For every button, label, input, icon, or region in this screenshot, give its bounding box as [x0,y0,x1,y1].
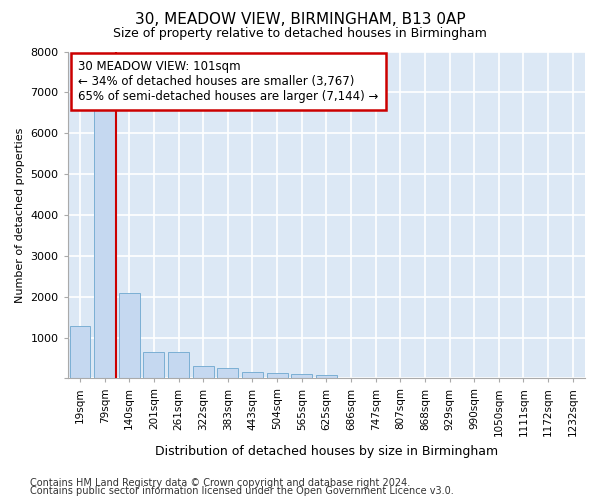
Text: 30 MEADOW VIEW: 101sqm
← 34% of detached houses are smaller (3,767)
65% of semi-: 30 MEADOW VIEW: 101sqm ← 34% of detached… [78,60,379,102]
Bar [291,374,312,378]
Text: Contains HM Land Registry data © Crown copyright and database right 2024.: Contains HM Land Registry data © Crown c… [30,478,410,488]
Bar [266,374,287,378]
Bar [316,374,337,378]
Text: 30, MEADOW VIEW, BIRMINGHAM, B13 0AP: 30, MEADOW VIEW, BIRMINGHAM, B13 0AP [134,12,466,28]
Text: Contains public sector information licensed under the Open Government Licence v3: Contains public sector information licen… [30,486,454,496]
X-axis label: Distribution of detached houses by size in Birmingham: Distribution of detached houses by size … [155,444,498,458]
Bar [168,352,189,378]
Bar [70,326,91,378]
Bar [119,293,140,378]
Bar [242,372,263,378]
Bar [94,108,115,378]
Y-axis label: Number of detached properties: Number of detached properties [15,128,25,302]
Bar [143,352,164,378]
Text: Size of property relative to detached houses in Birmingham: Size of property relative to detached ho… [113,28,487,40]
Bar [193,366,214,378]
Bar [217,368,238,378]
